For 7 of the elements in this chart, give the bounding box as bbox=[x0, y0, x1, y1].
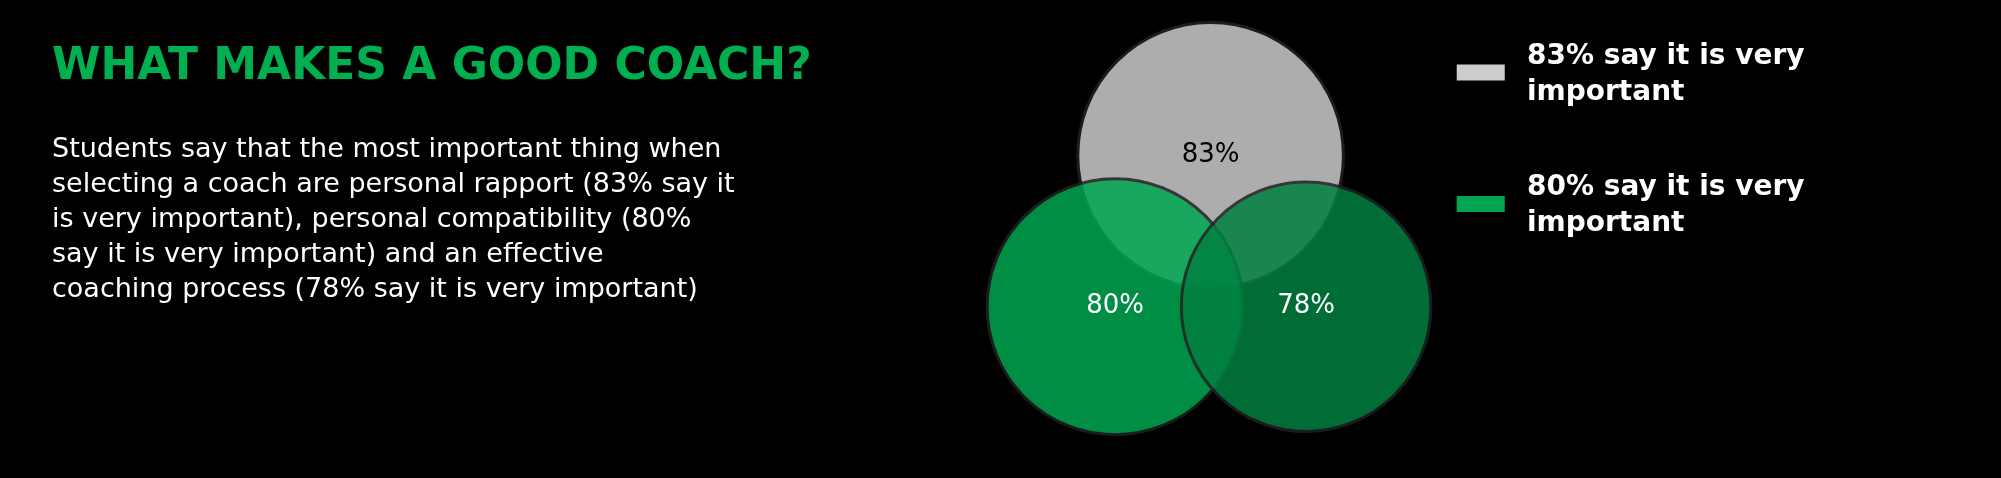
data-label: 78% bbox=[1277, 289, 1336, 320]
data-label: 83% bbox=[1181, 137, 1240, 168]
data-label: 80% bbox=[1086, 289, 1144, 320]
category-label: 83% say it is very important bbox=[1527, 38, 1805, 108]
text: Students say that the most important thing when selecting a coach are personal rapport (83% say it is very important), personal compatibility (80% say it is very important) and an effective coaching process (78% say it is very important) bbox=[52, 132, 735, 304]
text: WHAT MAKES A GOOD COACH? bbox=[52, 38, 812, 89]
category-label: 80% say it is very important bbox=[1527, 169, 1805, 239]
